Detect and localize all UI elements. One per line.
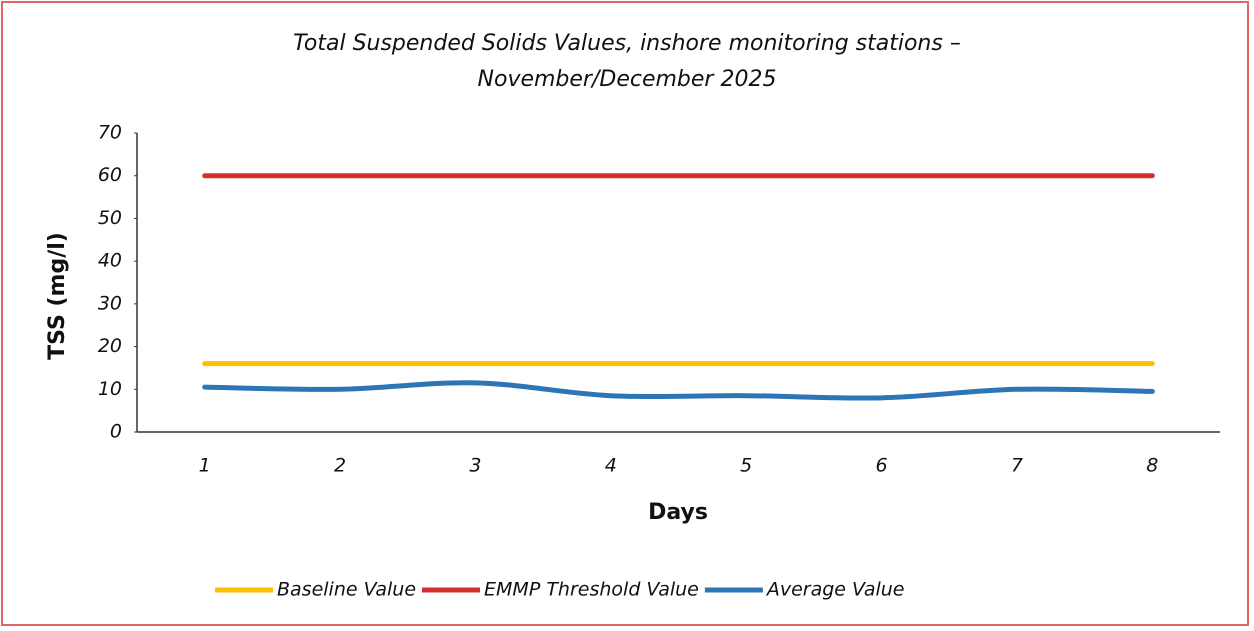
y-tick-label: 10 [98, 378, 122, 400]
y-tick-label: 20 [98, 335, 122, 357]
y-tick-label: 0 [110, 421, 122, 443]
series-line [202, 380, 1155, 401]
x-tick-label: 1 [199, 455, 211, 477]
y-tick-label: 50 [98, 207, 122, 229]
x-tick-label: 7 [1011, 455, 1023, 477]
chart-title: Total Suspended Solids Values, inshore m… [293, 31, 961, 92]
legend-label: Baseline Value [277, 579, 416, 601]
x-tick-label: 8 [1146, 455, 1158, 477]
x-axis-title: Days [648, 500, 708, 525]
x-tick-label: 6 [876, 455, 888, 477]
y-tick-label: 60 [98, 164, 122, 186]
y-tick-label: 40 [98, 250, 122, 272]
x-tick-label: 3 [469, 455, 481, 477]
y-tick-label: 70 [98, 122, 122, 144]
legend-label: EMMP Threshold Value [484, 579, 699, 601]
x-tick-label: 5 [740, 455, 752, 477]
y-axis-title: TSS (mg/l) [45, 232, 70, 360]
x-tick-label: 4 [605, 455, 617, 477]
x-tick-label: 2 [334, 455, 346, 477]
legend-label: Average Value [765, 579, 905, 601]
y-tick-label: 30 [98, 292, 122, 314]
